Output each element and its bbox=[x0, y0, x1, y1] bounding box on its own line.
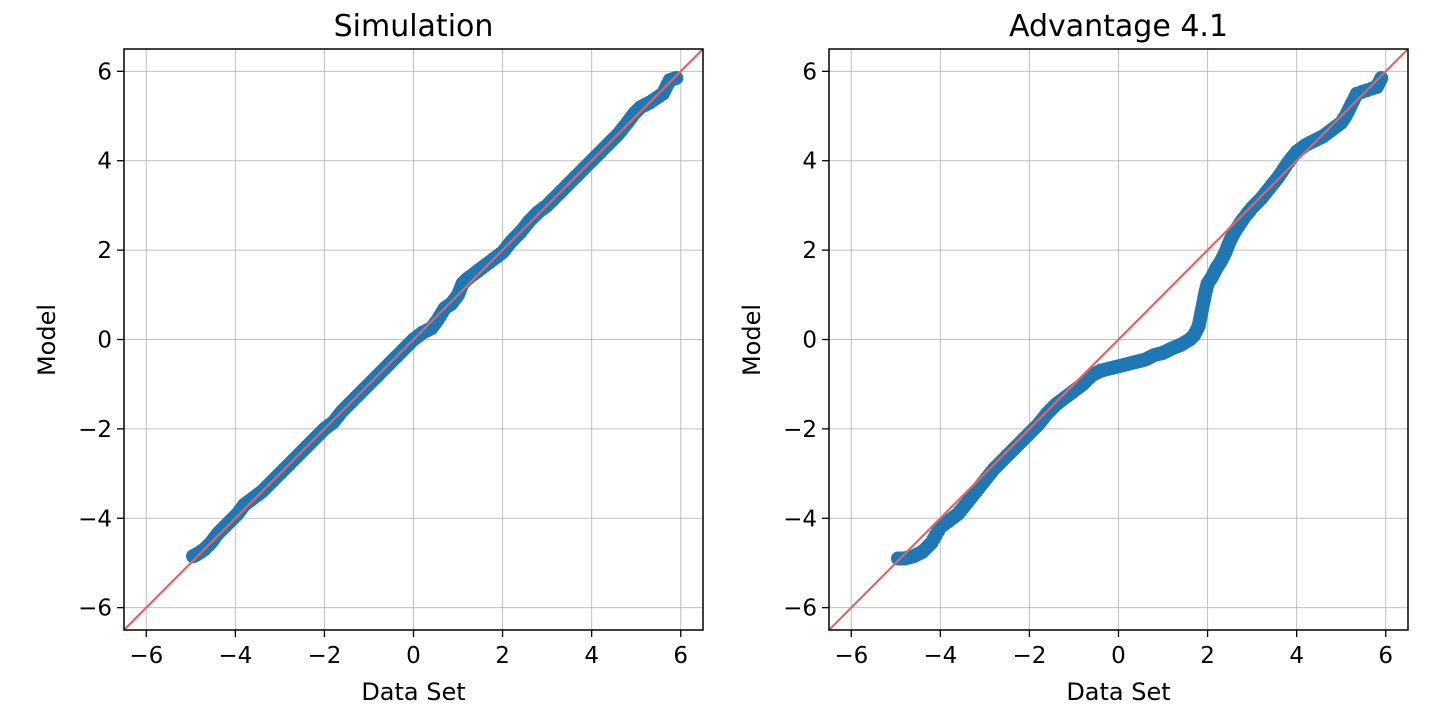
x-axis-label: Data Set bbox=[361, 678, 465, 706]
chart-panel-simulation: Simulation Data Set Model −6 −4 −2 0 2 4 6 −6 −4… bbox=[33, 9, 704, 706]
x-tick-label: 4 bbox=[584, 643, 599, 669]
y-axis-label: Model bbox=[33, 304, 61, 376]
y-tick-label: −2 bbox=[783, 417, 817, 443]
x-tick-label: −4 bbox=[923, 643, 957, 669]
scatter-series bbox=[891, 71, 1389, 566]
x-tick-label: 2 bbox=[1200, 643, 1215, 669]
chart-panel-advantage: Advantage 4.1 Data Set Model −6 −4 −2 0 2 4 6 −… bbox=[738, 9, 1409, 706]
x-tick-label: 0 bbox=[406, 643, 421, 669]
y-tick-label: 6 bbox=[802, 59, 817, 85]
y-tick-label: 4 bbox=[802, 149, 817, 175]
chart-title: Simulation bbox=[334, 9, 494, 44]
x-tick-label: −6 bbox=[129, 643, 163, 669]
x-axis-label: Data Set bbox=[1066, 678, 1170, 706]
y-tick-label: −6 bbox=[783, 596, 817, 622]
data-point bbox=[1374, 71, 1389, 86]
chart-title: Advantage 4.1 bbox=[1009, 9, 1228, 44]
y-tick-label: −2 bbox=[78, 417, 112, 443]
y-tick-label: 0 bbox=[97, 328, 112, 354]
x-tick-label: 2 bbox=[495, 643, 510, 669]
y-tick-label: 6 bbox=[97, 59, 112, 85]
y-tick-label: 4 bbox=[97, 149, 112, 175]
x-tick-label: −4 bbox=[218, 643, 252, 669]
y-tick-label: −4 bbox=[783, 506, 817, 532]
x-tick-label: −2 bbox=[307, 643, 341, 669]
data-point bbox=[669, 71, 684, 86]
y-tick-label: −4 bbox=[78, 506, 112, 532]
y-axis-label: Model bbox=[738, 304, 766, 376]
x-tick-label: 6 bbox=[673, 643, 688, 669]
x-tick-label: −6 bbox=[834, 643, 868, 669]
y-tick-label: −6 bbox=[78, 596, 112, 622]
reference-line bbox=[829, 49, 1408, 630]
y-tick-label: 0 bbox=[802, 328, 817, 354]
x-tick-label: 6 bbox=[1378, 643, 1393, 669]
x-tick-label: 0 bbox=[1111, 643, 1126, 669]
y-tick-label: 2 bbox=[97, 238, 112, 264]
reference-line bbox=[124, 49, 703, 630]
x-tick-label: −2 bbox=[1012, 643, 1046, 669]
x-tick-label: 4 bbox=[1289, 643, 1304, 669]
y-tick-label: 2 bbox=[802, 238, 817, 264]
